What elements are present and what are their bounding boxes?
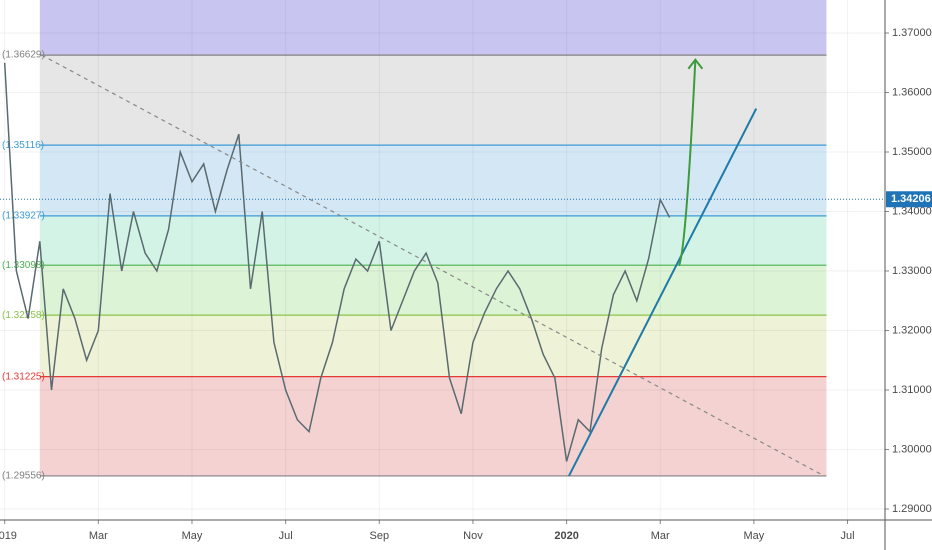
x-tick-label: Nov [463, 530, 483, 542]
x-tick-label: Jul [841, 530, 855, 542]
last-price-tag [886, 191, 932, 208]
fib-label: (1.29556) [2, 471, 45, 482]
trend-line [568, 108, 758, 477]
y-tick-label: 1.33000 [892, 265, 932, 277]
y-tick-label: 1.32000 [892, 324, 932, 336]
x-tick-label: May [743, 530, 764, 542]
y-tick-label: 1.31000 [892, 384, 932, 396]
x-tick-label: Mar [89, 530, 108, 542]
fib-band [39, 215, 827, 266]
y-tick-label: 1.29000 [892, 503, 932, 515]
fib-label: (1.35116) [2, 140, 44, 151]
fib-band [39, 55, 827, 146]
x-tick-label: Mar [651, 530, 670, 542]
y-tick-label: 1.37000 [892, 27, 932, 39]
y-tick-label: 1.34000 [892, 205, 932, 217]
trend-line [678, 59, 697, 267]
fib-band [39, 145, 827, 216]
x-tick-label: 2019 [0, 530, 17, 542]
x-tick-label: May [182, 530, 203, 542]
fib-band [39, 0, 827, 56]
fib-label: (1.32258) [2, 310, 45, 321]
fib-label: (1.31225) [2, 371, 45, 382]
last-price-label: 1.34206 [891, 193, 931, 205]
x-tick-label: Jul [279, 530, 293, 542]
y-tick-label: 1.35000 [892, 146, 932, 158]
fib-band [39, 376, 827, 476]
y-tick-label: 1.36000 [892, 86, 932, 98]
price-line [3, 62, 671, 462]
fib-band [39, 265, 827, 316]
fib-band [39, 315, 827, 377]
fib-label: (1.36629) [2, 50, 45, 61]
fib-label: (1.33927) [2, 210, 45, 221]
arrow-head [687, 58, 704, 70]
fib-label: (1.33098) [2, 260, 45, 271]
x-tick-label: Sep [369, 530, 389, 542]
y-tick-label: 1.30000 [892, 443, 932, 455]
x-tick-label: 2020 [554, 530, 578, 542]
